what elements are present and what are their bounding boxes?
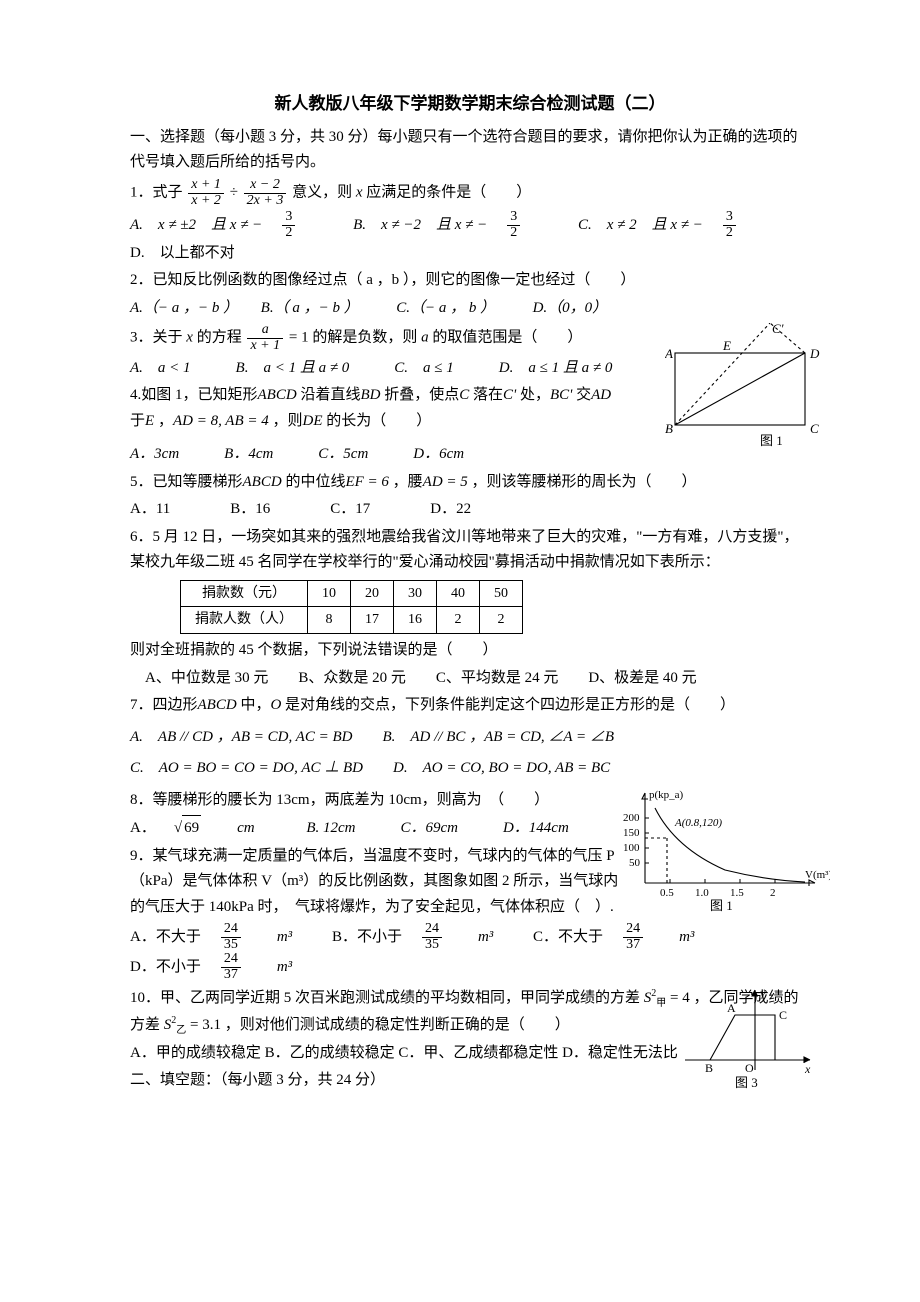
svg-text:E: E	[722, 338, 731, 353]
q6-table: 捐款数（元） 1020304050 捐款人数（人） 8171622	[180, 580, 523, 635]
q9-optA: A．不大于2435m³	[130, 922, 310, 952]
figure-2: p(kp_a) A(0.8,120) 200 150 100 50 0.5 1.…	[605, 788, 830, 923]
svg-text:p(kp_a): p(kp_a)	[649, 789, 684, 801]
q1-frac1: x + 1x + 2	[188, 178, 224, 208]
svg-text:50: 50	[629, 857, 641, 869]
question-6: 6．5 月 12 日，一场突如其来的强烈地震给我省汶川等地带来了巨大的灾难，"一…	[130, 525, 810, 576]
svg-text:A: A	[665, 346, 673, 361]
svg-text:O: O	[745, 1061, 754, 1075]
q1-var-x: x	[356, 185, 363, 201]
q9-optB: B．不小于2435m³	[332, 922, 511, 952]
section-1-intro: 一、选择题（每小题 3 分，共 30 分）每小题只有一个选符合题目的要求，请你把…	[130, 125, 810, 176]
svg-text:A(0.8,120): A(0.8,120)	[674, 817, 722, 829]
svg-text:y: y	[759, 986, 766, 1000]
svg-text:2: 2	[770, 887, 776, 899]
q1-optC: C. x ≠ 2 且 x ≠ −32	[578, 210, 772, 240]
q3-frac: ax + 1	[247, 323, 283, 353]
table-row: 捐款数（元） 1020304050	[181, 580, 523, 607]
svg-text:A: A	[727, 1001, 736, 1015]
svg-text:图 3: 图 3	[735, 1075, 758, 1090]
svg-text:1.0: 1.0	[695, 887, 709, 899]
divide-sign: ÷	[230, 185, 238, 201]
q9-optC: C．不大于2437m³	[533, 922, 712, 952]
svg-text:x: x	[804, 1062, 811, 1076]
svg-text:C': C'	[772, 323, 784, 336]
svg-text:C: C	[779, 1008, 787, 1022]
svg-text:150: 150	[623, 827, 640, 839]
question-1: 1．式子 x + 1x + 2 ÷ x − 22x + 3 意义，则 x 应满足…	[130, 178, 810, 208]
q1-text-c: 应满足的条件是（ ）	[366, 185, 531, 201]
q1-optA: A. x ≠ ±2 且 x ≠ −32	[130, 210, 331, 240]
question-2: 2．已知反比例函数的图像经过点（ a ，b ），则它的图像一定也经过（ ）	[130, 268, 810, 294]
q1-optB: B. x ≠ −2 且 x ≠ −32	[353, 210, 556, 240]
svg-text:B: B	[705, 1061, 713, 1075]
svg-text:D: D	[809, 346, 820, 361]
q5-options: A．11 B．16 C．17 D．22	[130, 497, 810, 523]
svg-text:C: C	[810, 421, 819, 436]
page-title: 新人教版八年级下学期数学期末综合检测试题（二）	[130, 90, 810, 119]
svg-text:图 1: 图 1	[760, 433, 783, 448]
q7-options-ab: A. AB // CD ，AB = CD, AC = BD B. AD // B…	[130, 725, 810, 751]
svg-text:V(m³): V(m³)	[805, 869, 830, 881]
table-row: 捐款人数（人） 8171622	[181, 607, 523, 634]
q9-options: A．不大于2435m³ B．不小于2435m³ C．不大于2437m³ D．不小…	[130, 922, 810, 983]
figure-3: A B C O x y 图 3	[675, 985, 820, 1095]
q9-optD: D．不小于2437m³	[130, 952, 310, 982]
question-7: 7．四边形ABCD 中，O 是对角线的交点，下列条件能判定这个四边形是正方形的是…	[130, 693, 810, 719]
q6-options: A、中位数是 30 元 B、众数是 20 元 C、平均数是 24 元 D、极差是…	[130, 666, 810, 692]
q1-text-a: 1．式子	[130, 185, 183, 201]
svg-text:100: 100	[623, 842, 640, 854]
q7-options-cd: C. AO = BO = CO = DO, AC ⊥ BD D. AO = CO…	[130, 756, 810, 782]
q2-options: A.（− a ，− b ） B.（ a ，− b ） C.（− a ， b ） …	[130, 296, 810, 322]
figure-1: A B C D E C' 图 1	[665, 323, 830, 453]
q1-frac2: x − 22x + 3	[244, 178, 287, 208]
q1-optD: D. 以上都不对	[130, 241, 235, 267]
svg-text:0.5: 0.5	[660, 887, 674, 899]
q6-text-b: 则对全班捐款的 45 个数据，下列说法错误的是（ ）	[130, 638, 810, 664]
svg-text:图 1: 图 1	[710, 898, 733, 913]
svg-text:200: 200	[623, 812, 640, 824]
q1-options: A. x ≠ ±2 且 x ≠ −32 B. x ≠ −2 且 x ≠ −32 …	[130, 210, 810, 266]
question-5: 5．已知等腰梯形ABCD 的中位线EF = 6 ，腰AD = 5 ，则该等腰梯形…	[130, 470, 810, 496]
question-9: 9．某气球充满一定质量的气体后，当温度不变时，气球内的气体的气压 P（kPa）是…	[130, 844, 630, 921]
svg-text:B: B	[665, 421, 673, 436]
q1-text-b: 意义，则	[292, 185, 352, 201]
